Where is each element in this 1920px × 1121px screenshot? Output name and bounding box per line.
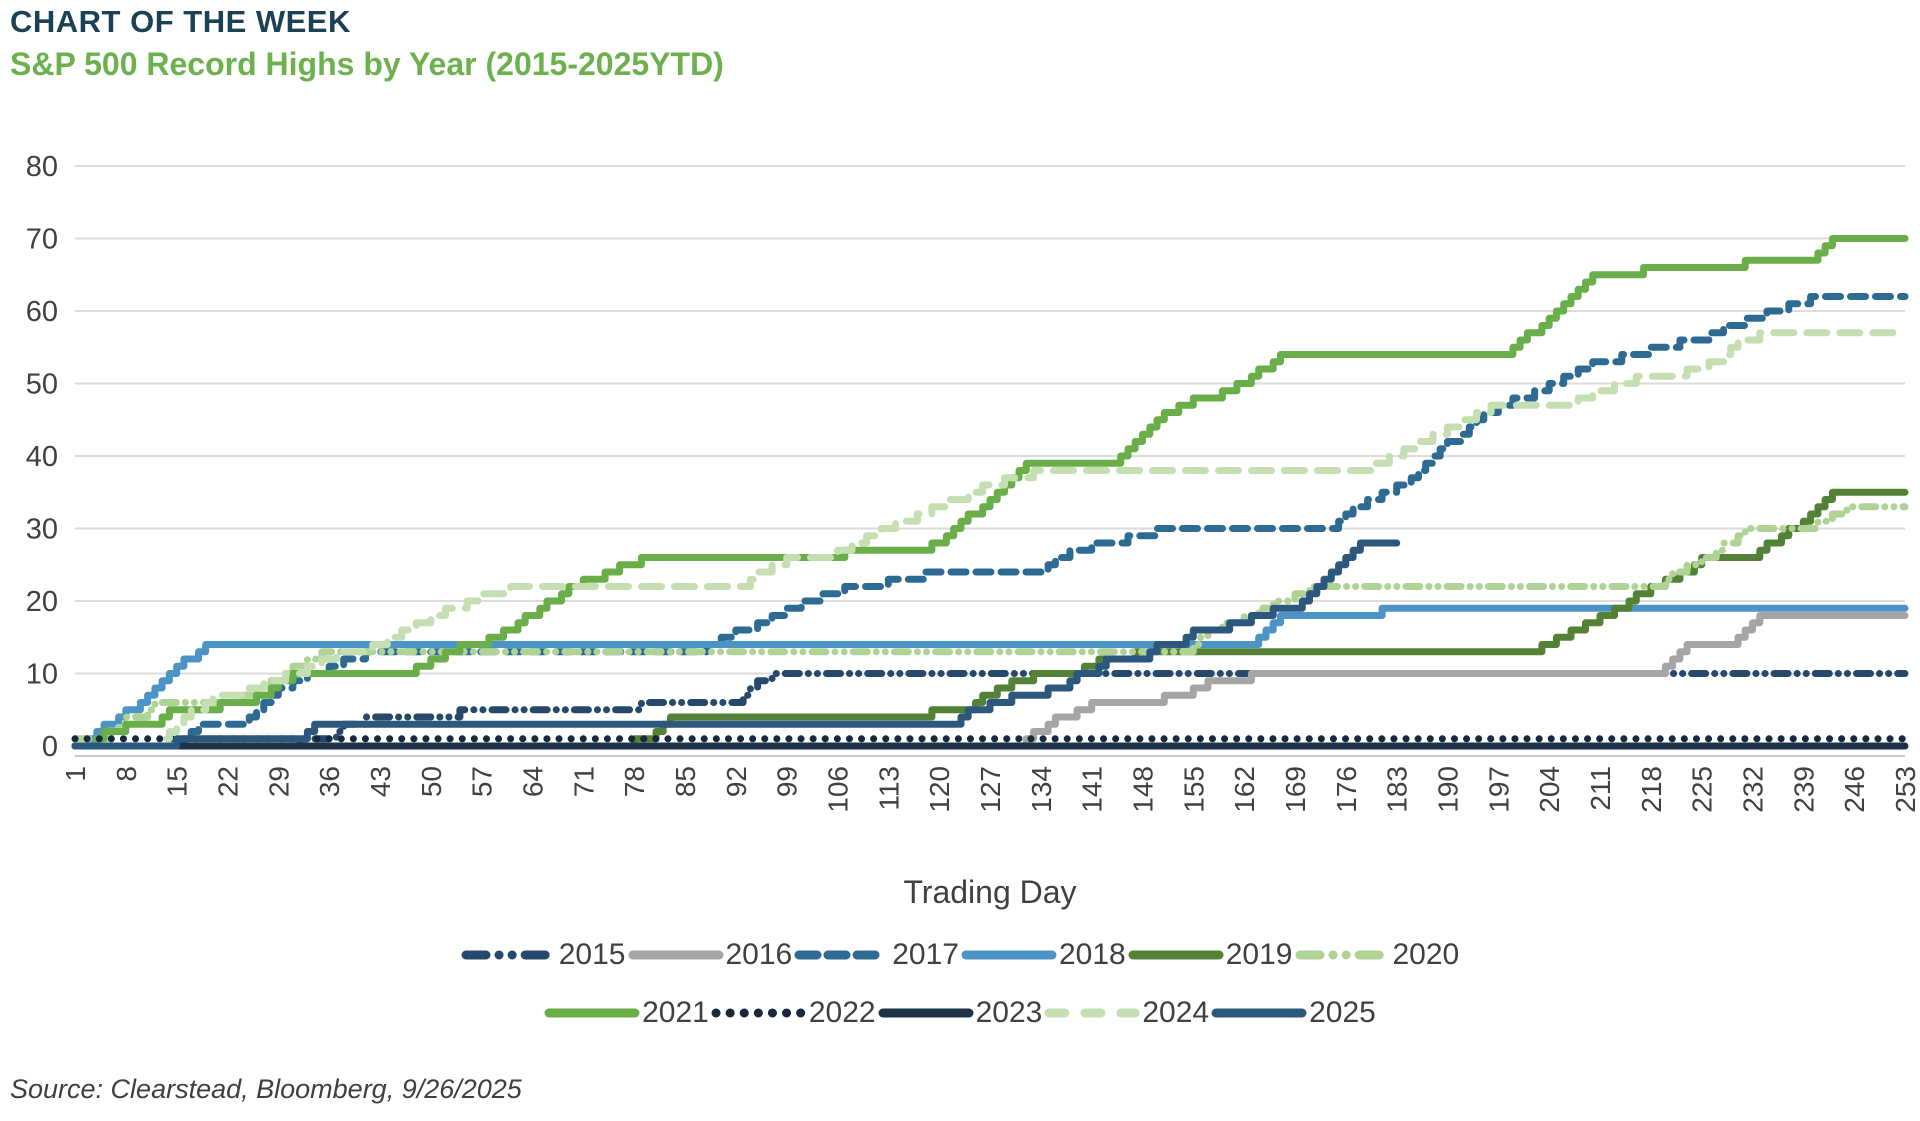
- series-line-2019: [71, 488, 1909, 750]
- chart-legend: 2015 2016 2017 2018 2019 2020 2021 2022 2023 2024…: [0, 938, 1920, 1030]
- x-tick-label: 225: [1687, 766, 1718, 813]
- series-line-2017: [71, 293, 1909, 750]
- x-tick-label: 211: [1585, 766, 1616, 811]
- x-tick-label: 169: [1280, 766, 1311, 813]
- y-axis-label: 50: [26, 369, 58, 401]
- x-tick-label: 246: [1839, 766, 1870, 813]
- legend-item-2016: 2016: [628, 938, 793, 972]
- y-axis-label: 80: [26, 151, 58, 183]
- x-tick-label: 176: [1331, 766, 1362, 813]
- legend-label: 2019: [1225, 938, 1293, 971]
- x-tick-label: 134: [1026, 766, 1057, 813]
- legend-label: 2017: [892, 938, 959, 971]
- x-tick-label: 36: [314, 766, 345, 797]
- legend-row-1: 2015 2016 2017 2018 2019 2020: [460, 938, 1461, 972]
- x-tick-label: 99: [772, 766, 803, 797]
- legend-item-2024: 2024: [1044, 996, 1209, 1030]
- legend-swatch-2024: [1044, 1008, 1140, 1018]
- x-tick-label: 64: [518, 766, 549, 797]
- legend-label: 2021: [642, 996, 709, 1029]
- x-tick-label: 8: [111, 766, 142, 782]
- series-line-2016: [71, 612, 1909, 750]
- x-tick-label: 190: [1433, 766, 1464, 813]
- series-line-2021: [71, 235, 1909, 750]
- x-axis-title: Trading Day: [903, 874, 1076, 910]
- legend-swatch-2023: [878, 1008, 974, 1018]
- y-axis-label: 10: [26, 659, 58, 691]
- legend-swatch-2021: [544, 1008, 640, 1018]
- legend-item-2022: 2022: [711, 996, 876, 1030]
- x-tick-label: 92: [721, 766, 752, 797]
- legend-label: 2020: [1392, 938, 1460, 971]
- x-tick-label: 232: [1738, 766, 1769, 813]
- page-title: CHART OF THE WEEK: [10, 4, 351, 39]
- x-tick-label: 113: [873, 766, 904, 811]
- x-tick-label: 183: [1382, 766, 1413, 813]
- x-tick-label: 218: [1636, 766, 1667, 813]
- x-tick-label: 204: [1534, 766, 1565, 813]
- series-line-2024: [71, 329, 1909, 750]
- legend-swatch-2018: [961, 950, 1057, 960]
- y-axis-label: 30: [26, 514, 58, 546]
- x-tick-label: 155: [1178, 766, 1209, 813]
- y-axis-label: 20: [26, 586, 58, 618]
- x-tick-label: 29: [263, 766, 294, 797]
- x-tick-label: 22: [213, 766, 244, 797]
- x-tick-label: 148: [1128, 766, 1159, 813]
- x-tick-label: 162: [1229, 766, 1260, 813]
- legend-item-2025: 2025: [1211, 996, 1376, 1030]
- series-line-2020: [71, 503, 1909, 743]
- series-line-2025: [71, 539, 1401, 750]
- x-tick-label: 120: [924, 766, 955, 813]
- x-tick-label: 50: [416, 766, 447, 797]
- legend-swatch-2017: [794, 950, 890, 960]
- legend-label: 2016: [725, 938, 793, 971]
- legend-label: 2015: [558, 938, 626, 971]
- legend-swatch-2020: [1295, 950, 1390, 960]
- legend-item-2020: 2020: [1295, 938, 1460, 972]
- x-tick-label: 78: [619, 766, 650, 797]
- legend-item-2018: 2018: [961, 938, 1126, 972]
- x-tick-label: 15: [162, 766, 193, 797]
- legend-label: 2018: [1059, 938, 1126, 971]
- x-tick-label: 43: [365, 766, 396, 797]
- source-note: Source: Clearstead, Bloomberg, 9/26/2025: [10, 1074, 522, 1104]
- x-tick-label: 57: [467, 766, 498, 797]
- x-tick-label: 197: [1483, 766, 1514, 813]
- x-tick-label: 71: [568, 766, 599, 797]
- legend-swatch-2019: [1128, 950, 1224, 960]
- legend-item-2015: 2015: [461, 938, 626, 972]
- x-tick-label: 239: [1788, 766, 1819, 813]
- legend-label: 2022: [808, 996, 876, 1029]
- x-tick-label: 253: [1890, 766, 1920, 813]
- legend-swatch-2022: [711, 1008, 807, 1018]
- record-highs-chart: 0 10 20 30 40 50 60 70 80 1 8 15 22 29 36 43 50 57 64 71 78 8…: [26, 151, 1920, 910]
- x-tick-label: 141: [1077, 766, 1108, 813]
- x-tick-label: 127: [975, 766, 1006, 813]
- x-tick-label: 1: [60, 766, 91, 782]
- legend-item-2023: 2023: [878, 996, 1043, 1030]
- legend-label: 2023: [975, 996, 1043, 1029]
- legend-label: 2025: [1309, 996, 1376, 1029]
- chart-title: S&P 500 Record Highs by Year (2015-2025Y…: [10, 46, 724, 82]
- y-axis-label: 40: [26, 441, 58, 473]
- y-axis-label: 60: [26, 296, 58, 328]
- series-line-2015: [71, 670, 1909, 750]
- legend-label: 2024: [1142, 996, 1210, 1029]
- x-tick-label: 85: [670, 766, 701, 797]
- legend-item-2019: 2019: [1128, 938, 1293, 972]
- legend-item-2017: 2017: [794, 938, 959, 972]
- legend-swatch-2025: [1211, 1008, 1307, 1018]
- legend-item-2021: 2021: [544, 996, 709, 1030]
- y-axis-label: 70: [26, 224, 58, 256]
- series-line-2018: [71, 604, 1909, 750]
- x-tick-label: 106: [823, 766, 854, 813]
- legend-row-2: 2021 2022 2023 2024 2025: [543, 996, 1377, 1030]
- legend-swatch-2016: [628, 950, 723, 960]
- y-axis-label: 0: [42, 731, 58, 763]
- legend-swatch-2015: [461, 950, 557, 960]
